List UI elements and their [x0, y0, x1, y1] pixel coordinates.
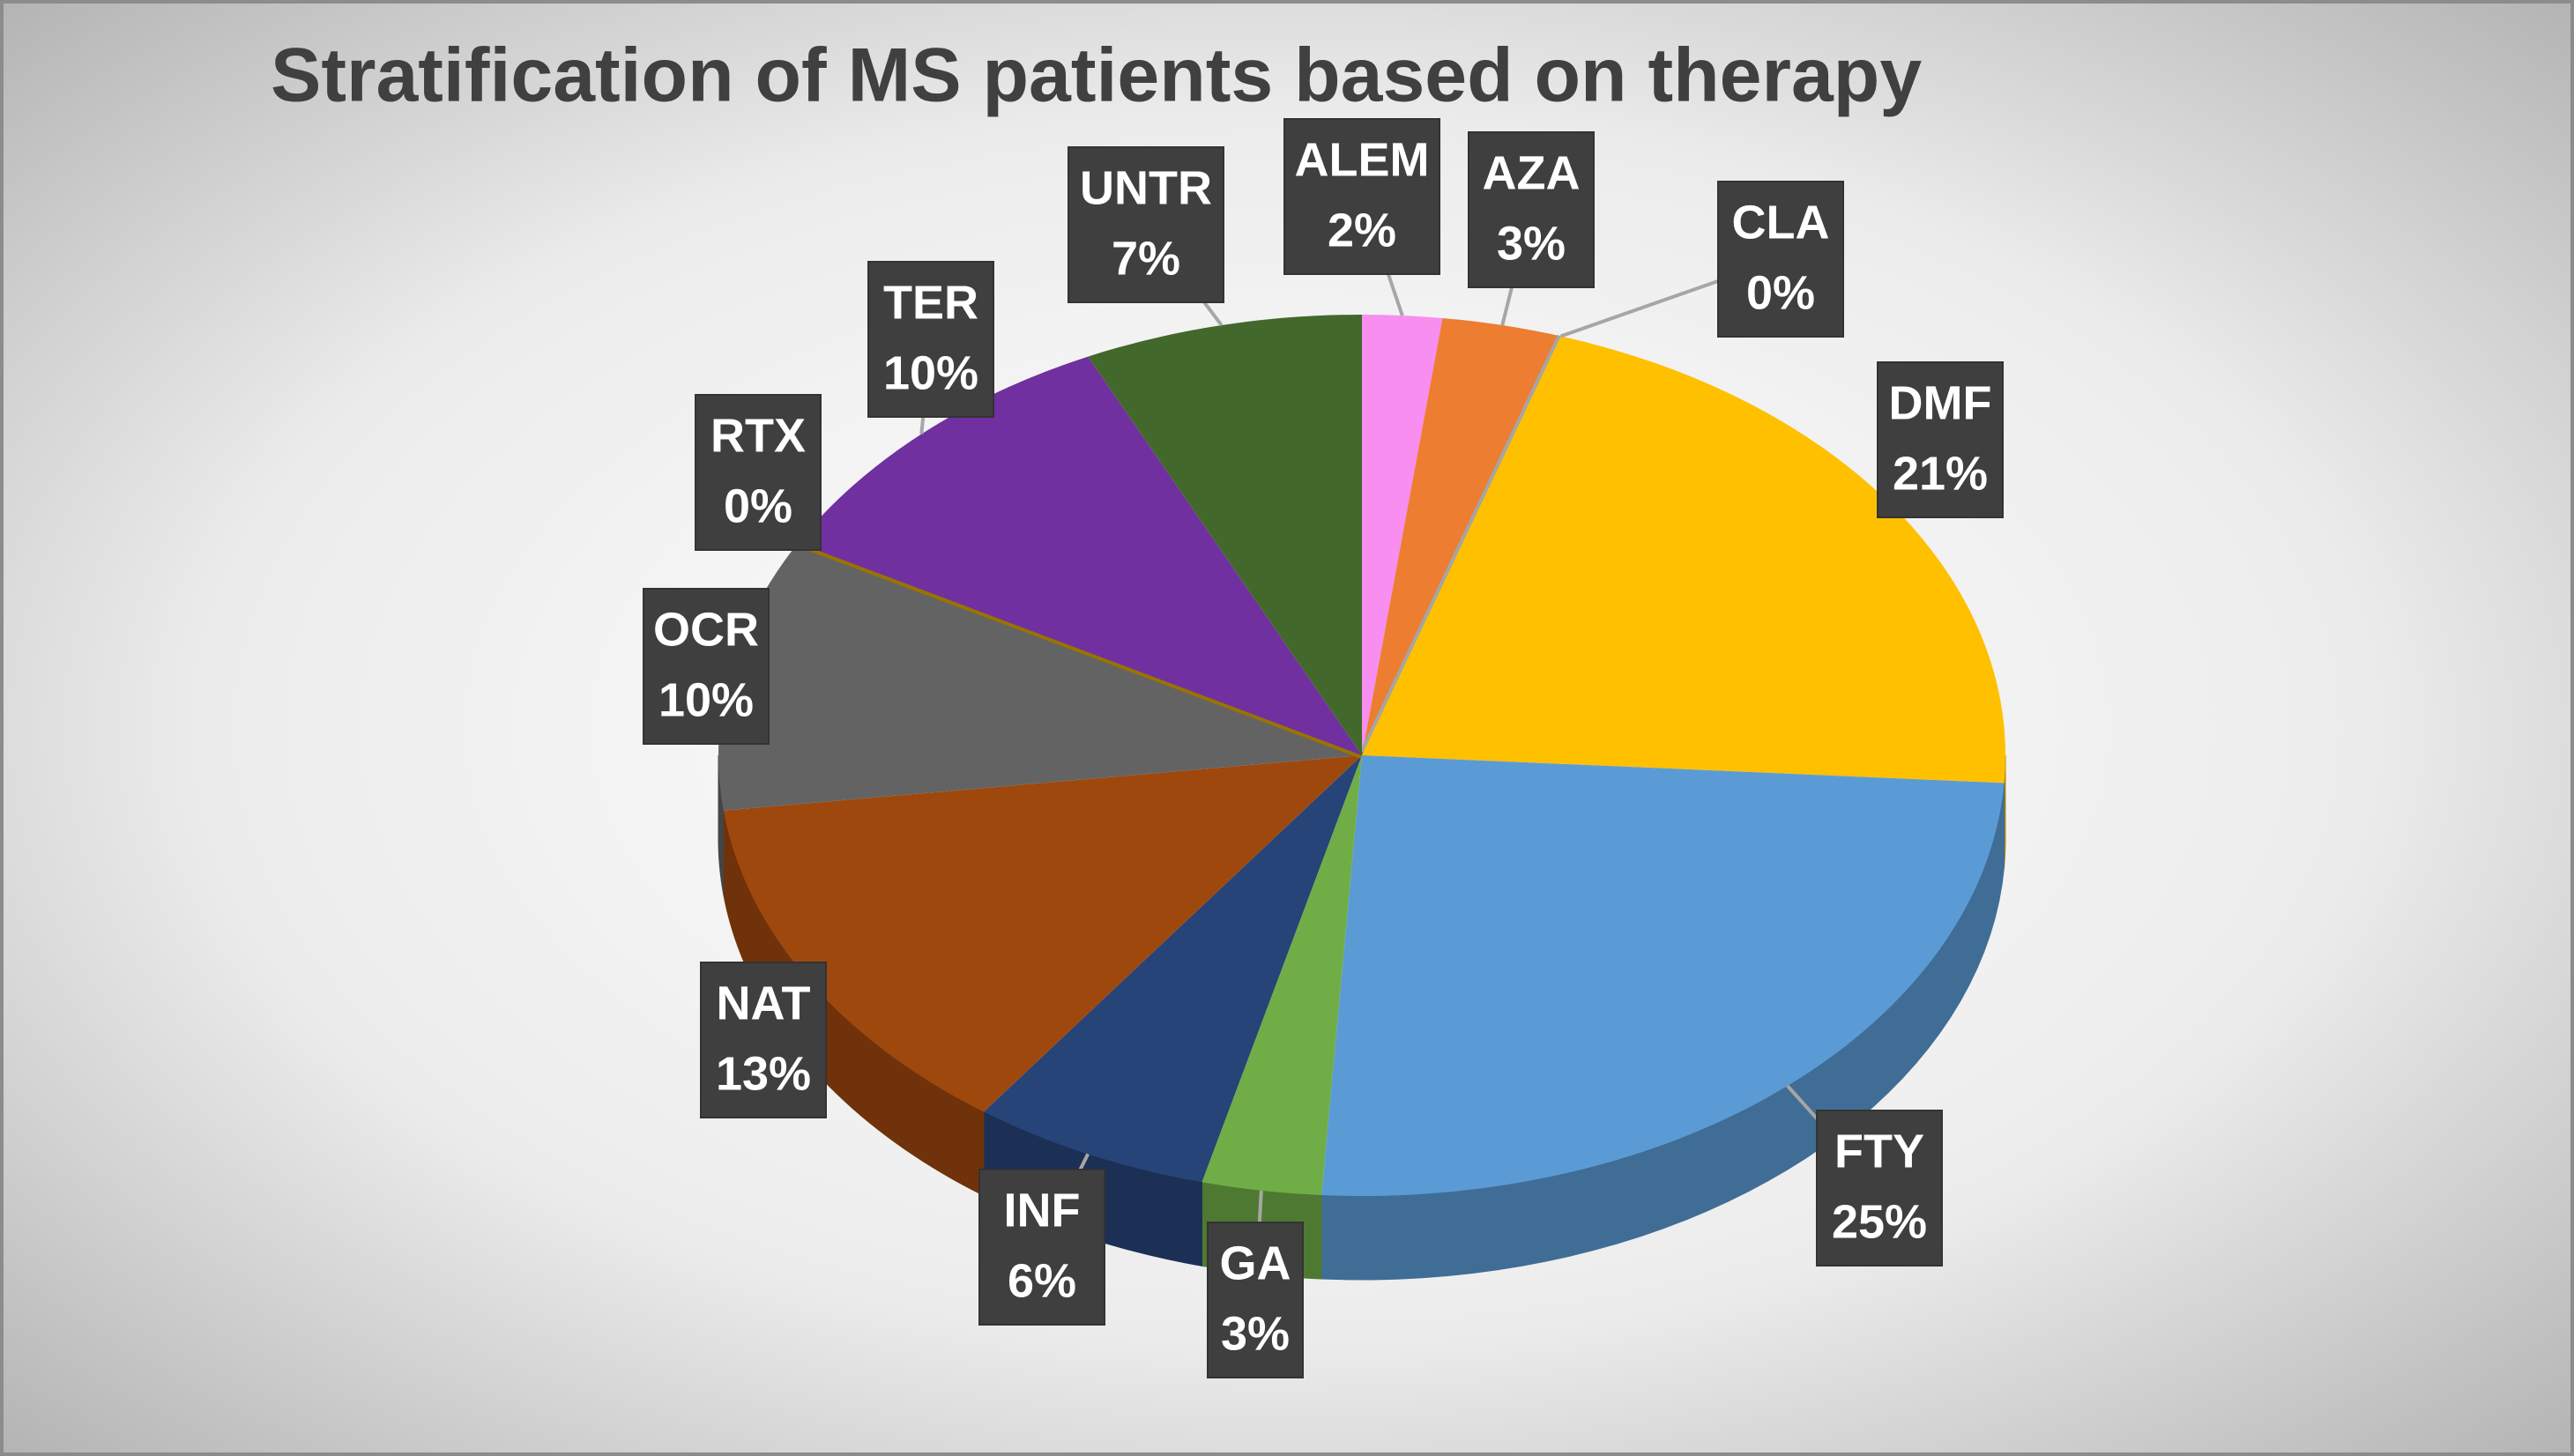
value-label: 10%: [658, 673, 754, 726]
label-box: [1717, 181, 1844, 338]
category-label: CLA: [1732, 196, 1830, 249]
value-label: 7%: [1112, 232, 1180, 285]
label-box: [978, 1169, 1105, 1326]
chart-title: Stratification of MS patients based on t…: [271, 33, 1922, 118]
pie-slice: [723, 755, 1362, 1112]
pie-slice: [1088, 315, 1362, 755]
value-label: 10%: [883, 346, 978, 399]
label-box: [700, 962, 827, 1118]
pie-slice: [1362, 336, 2005, 784]
category-label: ALEM: [1295, 133, 1430, 186]
value-label: 13%: [716, 1047, 811, 1100]
label-box: [695, 394, 822, 551]
value-label: 21%: [1893, 447, 1988, 500]
category-label: GA: [1220, 1237, 1291, 1289]
label-box: [1068, 146, 1224, 303]
label-box: [867, 261, 994, 418]
pie-slice: [798, 356, 1362, 755]
category-label: DMF: [1889, 376, 1992, 429]
label-box: [643, 588, 770, 745]
category-label: OCR: [653, 603, 759, 656]
category-label: RTX: [710, 409, 806, 462]
value-label: 0%: [1746, 266, 1815, 319]
pie-slice: [1362, 315, 1443, 755]
value-label: 2%: [1328, 204, 1396, 256]
pie-slice: [983, 755, 1362, 1183]
pie-slice: [1201, 755, 1362, 1196]
label-box: [1816, 1110, 1943, 1267]
label-box: [1468, 131, 1595, 288]
category-label: NAT: [717, 977, 811, 1029]
value-label: 3%: [1221, 1307, 1290, 1360]
value-label: 3%: [1497, 217, 1566, 270]
category-label: UNTR: [1080, 161, 1212, 214]
category-label: INF: [1004, 1184, 1081, 1237]
category-label: TER: [883, 276, 978, 329]
value-label: 0%: [724, 479, 792, 532]
pie-slice: [718, 543, 1362, 811]
pie-slice: [1358, 334, 1565, 757]
pie-slice: [1321, 755, 2005, 1196]
label-box: [1207, 1222, 1304, 1378]
value-label: 6%: [1008, 1254, 1076, 1307]
category-label: FTY: [1834, 1125, 1924, 1177]
label-box: [1283, 118, 1440, 275]
value-label: 25%: [1832, 1195, 1927, 1248]
category-label: AZA: [1483, 146, 1581, 199]
label-box: [1877, 361, 2004, 518]
